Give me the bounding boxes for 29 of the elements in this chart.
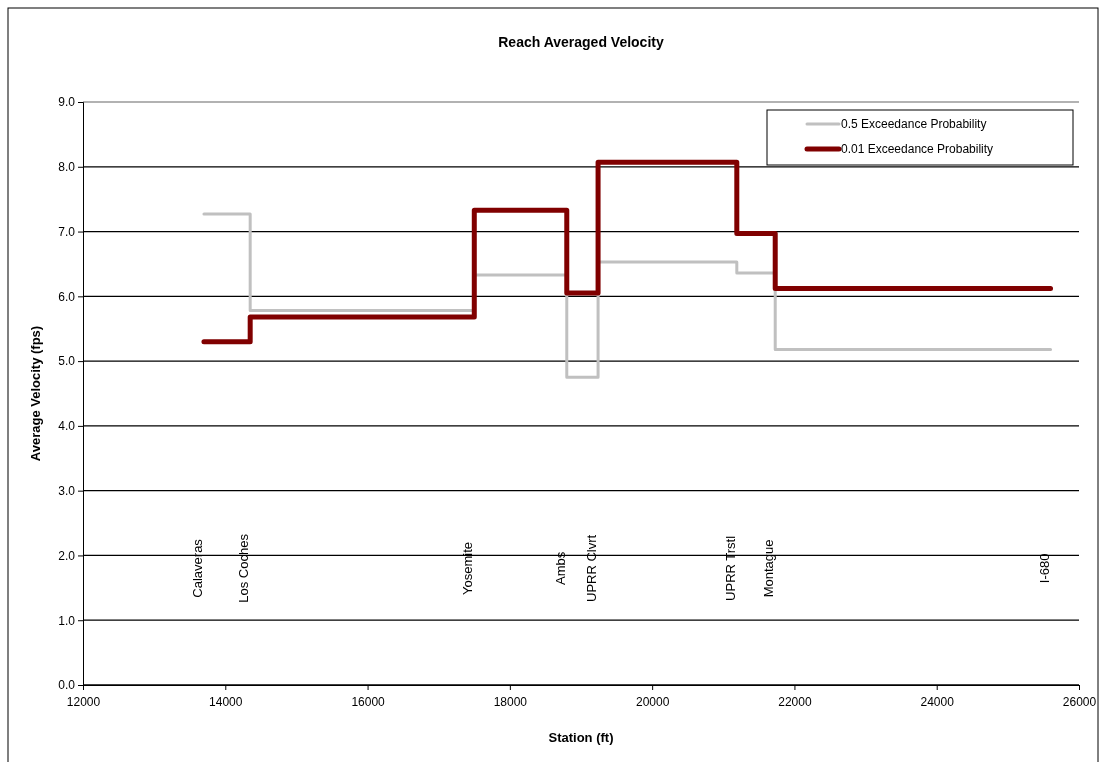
y-tick-label: 6.0 xyxy=(58,289,76,304)
annotation: Calaveras xyxy=(189,538,205,598)
y-tick-label: 7.0 xyxy=(58,224,76,239)
y-tick-label: 2.0 xyxy=(58,548,76,563)
x-axis-title: Station (ft) xyxy=(548,730,614,745)
chart-title: Reach Averaged Velocity xyxy=(498,34,664,50)
y-tick-label: 1.0 xyxy=(58,613,76,628)
x-tick-label: 14000 xyxy=(209,695,243,710)
legend-label: 0.5 Exceedance Probability xyxy=(841,117,987,131)
annotation: Yosemite xyxy=(460,541,476,595)
y-tick-label: 5.0 xyxy=(58,354,76,369)
y-tick-label: 4.0 xyxy=(58,419,76,434)
y-axis-title: Average Velocity (fps) xyxy=(28,325,43,462)
annotation: UPRR Clvrt xyxy=(584,534,600,602)
x-tick-label: 12000 xyxy=(66,695,101,710)
x-tick-label: 20000 xyxy=(635,695,670,710)
x-tick-label: 24000 xyxy=(920,695,955,710)
y-tick-label: 3.0 xyxy=(58,484,76,499)
annotation: Los Coches xyxy=(236,533,252,603)
annotation: Ambs xyxy=(552,551,568,586)
x-tick-label: 22000 xyxy=(778,695,812,710)
y-tick-label: 9.0 xyxy=(58,95,76,110)
annotation: UPRR Trstl xyxy=(722,535,738,601)
legend-label: 0.01 Exceedance Probability xyxy=(841,142,994,156)
y-tick-label: 0.0 xyxy=(58,678,76,693)
y-tick-label: 8.0 xyxy=(58,160,76,175)
x-tick-label: 16000 xyxy=(351,695,386,710)
x-tick-label: 26000 xyxy=(1062,695,1097,710)
x-tick-label: 18000 xyxy=(493,695,528,710)
